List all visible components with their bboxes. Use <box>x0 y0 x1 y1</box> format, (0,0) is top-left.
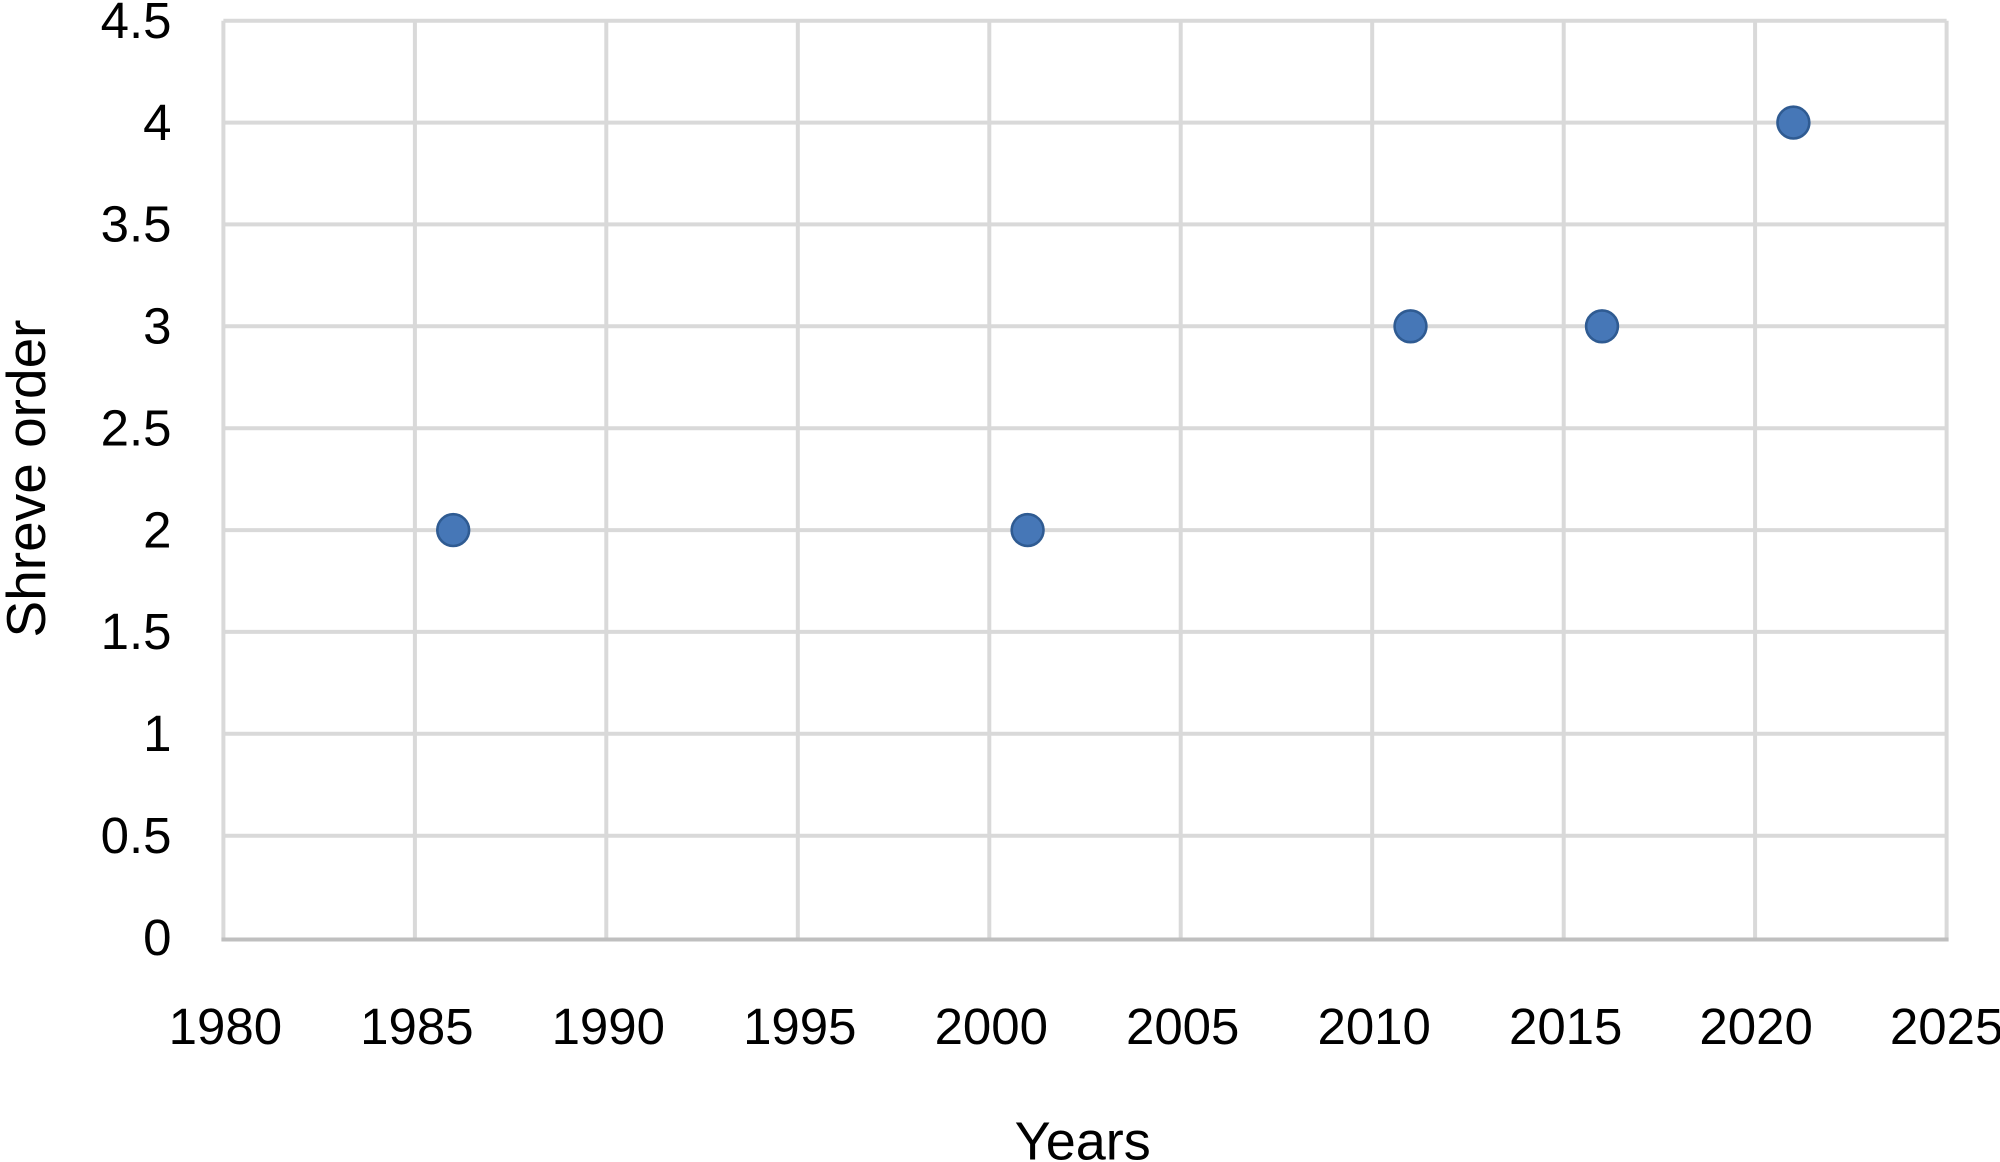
svg-text:1980: 1980 <box>169 998 282 1055</box>
svg-text:1.5: 1.5 <box>101 603 172 660</box>
svg-text:3.5: 3.5 <box>101 196 172 253</box>
svg-text:2015: 2015 <box>1509 998 1622 1055</box>
svg-text:0.5: 0.5 <box>101 807 172 864</box>
svg-text:Shreve order: Shreve order <box>0 320 57 638</box>
svg-text:2.5: 2.5 <box>101 400 172 457</box>
svg-text:1985: 1985 <box>360 998 473 1055</box>
svg-text:2000: 2000 <box>935 998 1048 1055</box>
svg-text:4: 4 <box>143 94 171 151</box>
svg-text:1990: 1990 <box>552 998 665 1055</box>
svg-text:2025: 2025 <box>1890 998 2000 1055</box>
svg-text:2010: 2010 <box>1317 998 1430 1055</box>
svg-text:2005: 2005 <box>1126 998 1239 1055</box>
svg-text:1: 1 <box>143 705 171 762</box>
svg-text:3: 3 <box>143 298 171 355</box>
svg-text:Years: Years <box>1015 1112 1151 1162</box>
svg-text:4.5: 4.5 <box>101 0 172 49</box>
svg-text:1995: 1995 <box>743 998 856 1055</box>
svg-text:2020: 2020 <box>1699 998 1812 1055</box>
svg-text:2: 2 <box>143 501 171 558</box>
svg-text:0: 0 <box>143 909 171 966</box>
